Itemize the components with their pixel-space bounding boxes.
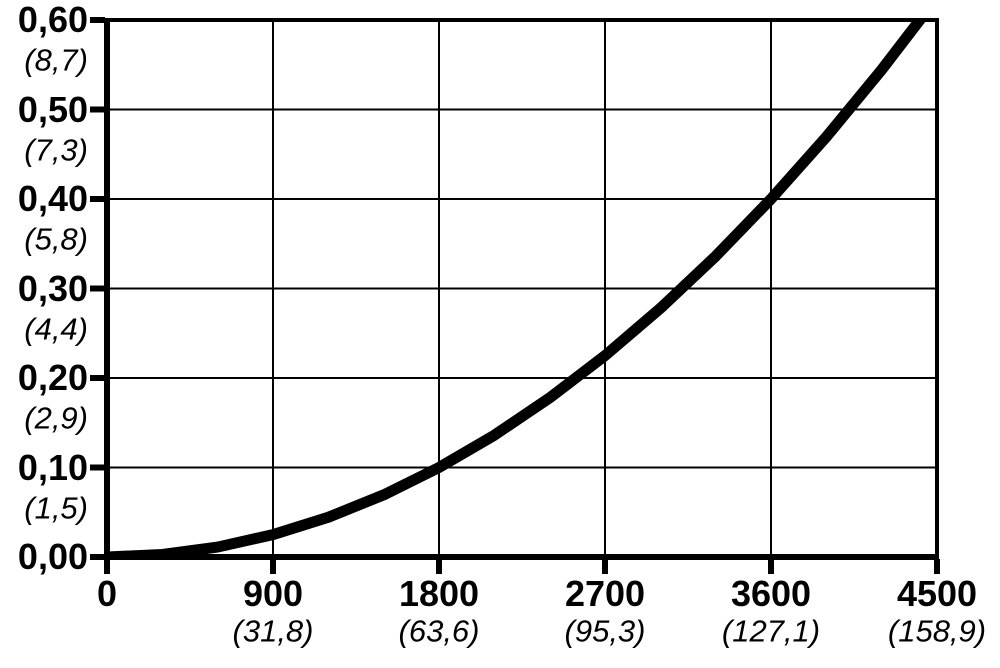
y-tick-label: 0,40 <box>17 178 88 219</box>
x-tick-label: 2700 <box>564 573 646 614</box>
y-tick-label: 0,30 <box>17 267 88 309</box>
x-tick-sub-label: (127,1) <box>721 613 821 649</box>
y-tick-label: 0,00 <box>17 536 88 577</box>
y-tick-sub-label: (5,8) <box>24 221 88 257</box>
y-tick-label: 0,20 <box>17 357 88 398</box>
y-tick-sub-label: (1,5) <box>24 490 88 525</box>
x-tick-sub-label: (95,3) <box>564 613 646 649</box>
y-tick-sub-label: (8,7) <box>24 42 88 78</box>
data-curve <box>107 20 927 557</box>
y-tick-sub-label: (4,4) <box>24 311 88 346</box>
x-tick-label: 4500 <box>896 573 978 614</box>
x-tick-sub-label: (63,6) <box>398 613 480 649</box>
x-tick-sub-label: (158,9) <box>887 613 987 649</box>
y-tick-sub-label: (7,3) <box>24 132 88 167</box>
x-tick-label: 3600 <box>730 573 812 614</box>
y-tick-label: 0,10 <box>17 446 88 488</box>
y-tick-label: 0,60 <box>17 0 88 40</box>
x-tick-sub-label: (31,8) <box>232 613 314 649</box>
y-tick-label: 0,50 <box>17 88 88 130</box>
y-tick-sub-label: (2,9) <box>24 400 88 436</box>
x-tick-label: 0 <box>96 573 118 614</box>
x-tick-label: 900 <box>242 573 304 614</box>
x-tick-label: 1800 <box>398 573 480 614</box>
